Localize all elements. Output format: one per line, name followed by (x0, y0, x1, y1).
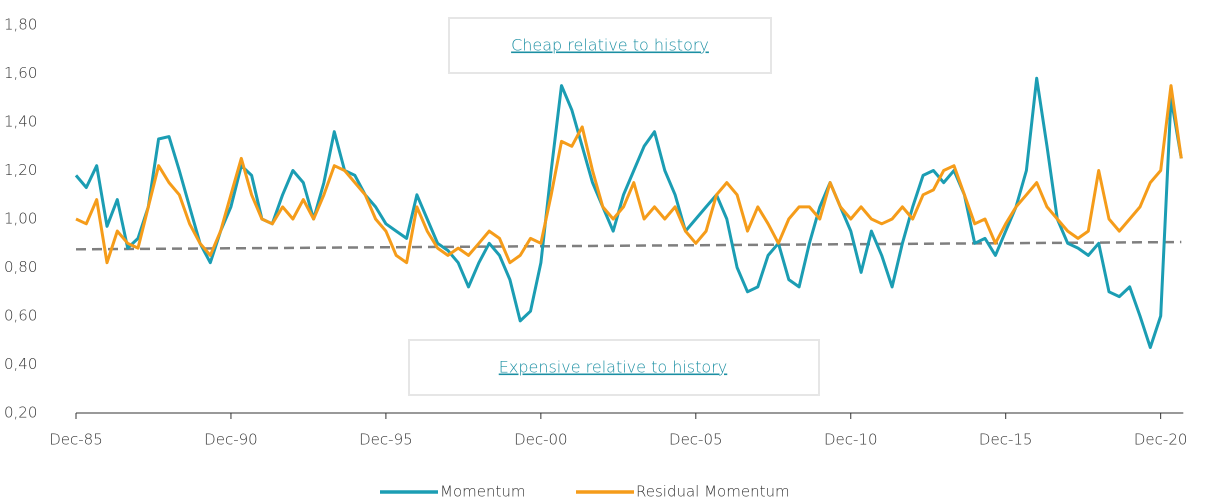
y-tick-label: 1,00 (4, 210, 37, 228)
annotation-box (408, 339, 820, 396)
x-tick-label: Dec-85 (49, 431, 103, 449)
legend-label: Momentum (440, 483, 525, 501)
x-tick-label: Dec-95 (359, 431, 413, 449)
y-tick-label: 0,40 (4, 355, 37, 373)
series-line (75, 84, 1183, 265)
x-tick-label: Dec-90 (204, 431, 258, 449)
annotation: Cheap relative to history (511, 36, 709, 55)
annotation: Expensive relative to history (499, 358, 728, 377)
y-tick-label: 1,60 (4, 64, 37, 82)
x-tick-label: Dec-05 (669, 431, 723, 449)
series-line (74, 76, 1183, 349)
x-tick-label: Dec-00 (514, 431, 568, 449)
x-tick-label: Dec-10 (824, 431, 878, 449)
y-tick-label: 1,20 (4, 161, 37, 179)
y-tick-label: 1,80 (4, 16, 37, 34)
reference-line (75, 240, 1182, 251)
y-tick-label: 0,60 (4, 307, 37, 325)
y-tick-label: 0,20 (4, 404, 37, 422)
y-tick-label: 0,80 (4, 258, 37, 276)
x-tick-label: Dec-15 (979, 431, 1033, 449)
legend-label: Residual Momentum (636, 483, 790, 501)
annotation-box (448, 17, 772, 74)
x-tick-label: Dec-20 (1134, 431, 1188, 449)
y-tick-label: 1,40 (4, 113, 37, 131)
